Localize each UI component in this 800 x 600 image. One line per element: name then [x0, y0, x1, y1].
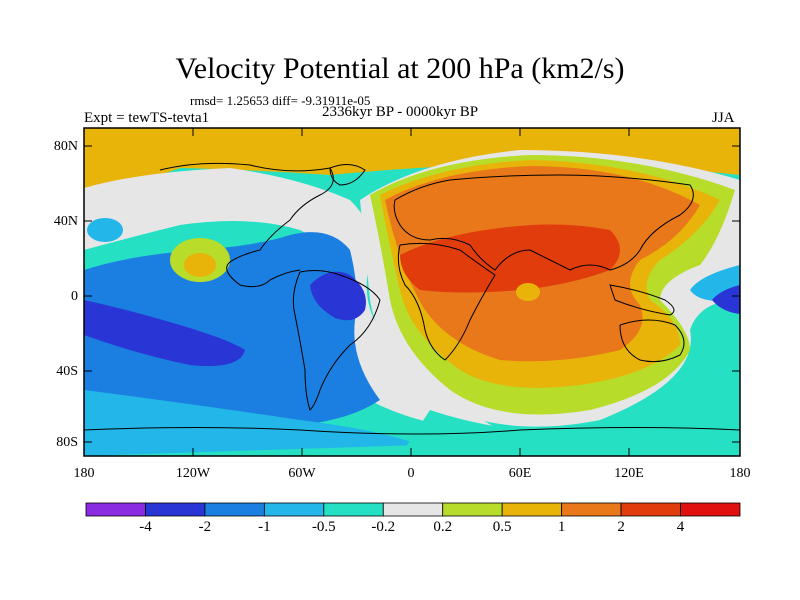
x-tick-label: 0: [407, 466, 415, 481]
field-darkblue-samerica: [310, 271, 366, 321]
colorbar-label: 2: [617, 519, 625, 535]
colorbar-swatch: [501, 502, 563, 517]
coast-africa: [397, 242, 496, 361]
x-tick-label: 60E: [508, 466, 532, 481]
x-tick-label: 120E: [614, 466, 644, 481]
x-tick-label: 180: [73, 466, 95, 481]
field-gold-spot: [516, 283, 540, 301]
colorbar-label: 1: [557, 519, 566, 535]
field-teal-south: [400, 380, 740, 456]
map-frame: [83, 127, 741, 457]
field-red-core: [400, 224, 620, 293]
colorbar-swatch: [620, 502, 681, 517]
colorbar-label: -0.5: [311, 519, 336, 535]
colorbar-label: -0.2: [371, 519, 396, 535]
colorbar-swatch: [323, 502, 384, 517]
colorbar-swatch: [442, 502, 503, 517]
colorbar-label: 0.2: [433, 519, 453, 535]
colorbar-label: 4: [676, 519, 685, 535]
period-label: 2336kyr BP - 0000kyr BP: [322, 104, 479, 120]
y-tick-label: 80S: [56, 435, 78, 450]
x-tick-label: 120W: [175, 466, 211, 481]
x-tick-label: 180: [729, 466, 751, 481]
y-tick-label: 40S: [56, 364, 78, 379]
coast-north-america: [159, 162, 334, 288]
field-darkblue-pacific: [84, 300, 245, 366]
coast-antarctica: [84, 427, 740, 435]
x-tick-label: 60W: [288, 466, 316, 481]
experiment-label: Expt = tewTS-tevta1: [84, 110, 210, 126]
colorbar-swatch: [204, 502, 265, 517]
coast-australia: [619, 319, 685, 363]
field-darkblue-eastedge: [712, 285, 740, 314]
colorbar-swatch: [680, 502, 741, 517]
colorbar: [85, 502, 741, 517]
stats-text: rmsd= 1.25653 diff= -9.31911e-05: [190, 93, 371, 108]
tick-marks: [83, 128, 741, 456]
colorbar-label: 0.5: [492, 519, 512, 535]
field-arctic: [84, 128, 740, 189]
y-tick-label: 0: [71, 289, 78, 304]
y-tick-label: 40N: [53, 214, 78, 229]
colorbar-label: -4: [139, 519, 152, 535]
coast-maritime-continent: [609, 284, 675, 316]
colorbar-swatch: [561, 502, 622, 517]
y-tick-label: 80N: [53, 139, 78, 154]
colorbar-label: -2: [198, 519, 212, 535]
season-label: JJA: [712, 110, 735, 126]
field-lightblue-spot: [87, 218, 123, 242]
coast-south-america: [292, 270, 381, 411]
colorbar-label: -1: [258, 519, 271, 535]
colorbar-swatch: [145, 502, 206, 517]
coastlines: [84, 162, 740, 435]
colorbar-swatch: [263, 502, 325, 517]
coast-greenland: [329, 164, 366, 186]
field-white-west: [84, 168, 500, 430]
map-title: Velocity Potential at 200 hPa (km2/s): [175, 52, 625, 85]
field-blue-west: [84, 232, 380, 425]
colorbar-swatch: [382, 502, 444, 517]
colorbar-swatch: [85, 502, 146, 517]
field-lightblue-south: [84, 390, 420, 456]
field-orange-gulf: [184, 253, 216, 277]
contour-fields: [84, 128, 740, 456]
coast-eurasia: [393, 174, 694, 271]
